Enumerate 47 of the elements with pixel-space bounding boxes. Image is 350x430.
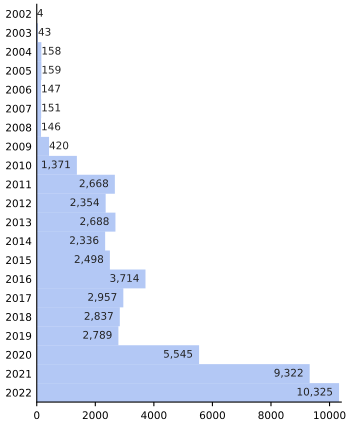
data-label: 9,322 bbox=[274, 368, 303, 378]
y-tick-label: 2015 bbox=[6, 256, 31, 264]
data-label: 159 bbox=[42, 66, 61, 74]
y-tick-label: 2010 bbox=[6, 162, 32, 170]
data-label: 2,336 bbox=[70, 236, 98, 246]
data-label: 2,957 bbox=[88, 293, 116, 302]
y-tick-label: 2021 bbox=[6, 370, 31, 378]
y-tick-label: 2022 bbox=[6, 388, 31, 397]
y-tick-label: 2019 bbox=[6, 332, 32, 340]
data-label: 2,789 bbox=[83, 330, 112, 340]
y-tick-label: 2008 bbox=[6, 124, 32, 132]
data-label: 158 bbox=[42, 46, 61, 55]
x-tick-label: 6000 bbox=[200, 411, 225, 420]
data-label: 2,688 bbox=[80, 217, 109, 226]
y-tick-label: 2007 bbox=[6, 104, 31, 113]
y-tick-label: 2013 bbox=[6, 218, 32, 226]
data-label: 5,545 bbox=[164, 350, 192, 359]
data-label: 10,325 bbox=[298, 388, 332, 397]
data-label: 1,371 bbox=[42, 160, 70, 170]
y-tick-label: 2018 bbox=[6, 313, 32, 321]
x-tick-label: 10000 bbox=[314, 411, 346, 420]
y-tick-label: 2009 bbox=[6, 142, 32, 150]
data-label: 420 bbox=[50, 141, 68, 150]
y-tick-label: 2014 bbox=[6, 237, 32, 246]
data-label: 3,714 bbox=[110, 274, 139, 284]
y-tick-label: 2017 bbox=[6, 294, 31, 302]
data-label: 2,354 bbox=[70, 198, 99, 208]
x-tick-label: 8000 bbox=[258, 411, 284, 420]
y-tick-label: 2002 bbox=[6, 10, 31, 18]
y-tick-label: 2011 bbox=[6, 180, 31, 188]
x-tick-label: 2000 bbox=[82, 411, 108, 420]
y-tick-label: 2012 bbox=[6, 199, 31, 208]
x-tick-label: 0 bbox=[34, 411, 40, 420]
data-label: 2,498 bbox=[74, 255, 104, 264]
data-label: 43 bbox=[38, 28, 50, 36]
data-label: 146 bbox=[42, 122, 60, 130]
x-tick-label: 4000 bbox=[141, 411, 166, 420]
y-tick-label: 2005 bbox=[6, 66, 31, 75]
data-label: 2,837 bbox=[84, 312, 113, 321]
y-tick-label: 2003 bbox=[6, 28, 32, 37]
data-label: 147 bbox=[42, 84, 60, 92]
y-tick-label: 2006 bbox=[6, 86, 32, 94]
data-label: 2,668 bbox=[80, 179, 108, 188]
data-label: 151 bbox=[42, 104, 60, 112]
y-tick-label: 2020 bbox=[6, 350, 32, 359]
y-tick-label: 2016 bbox=[6, 275, 32, 284]
y-tick-label: 2004 bbox=[6, 48, 32, 56]
